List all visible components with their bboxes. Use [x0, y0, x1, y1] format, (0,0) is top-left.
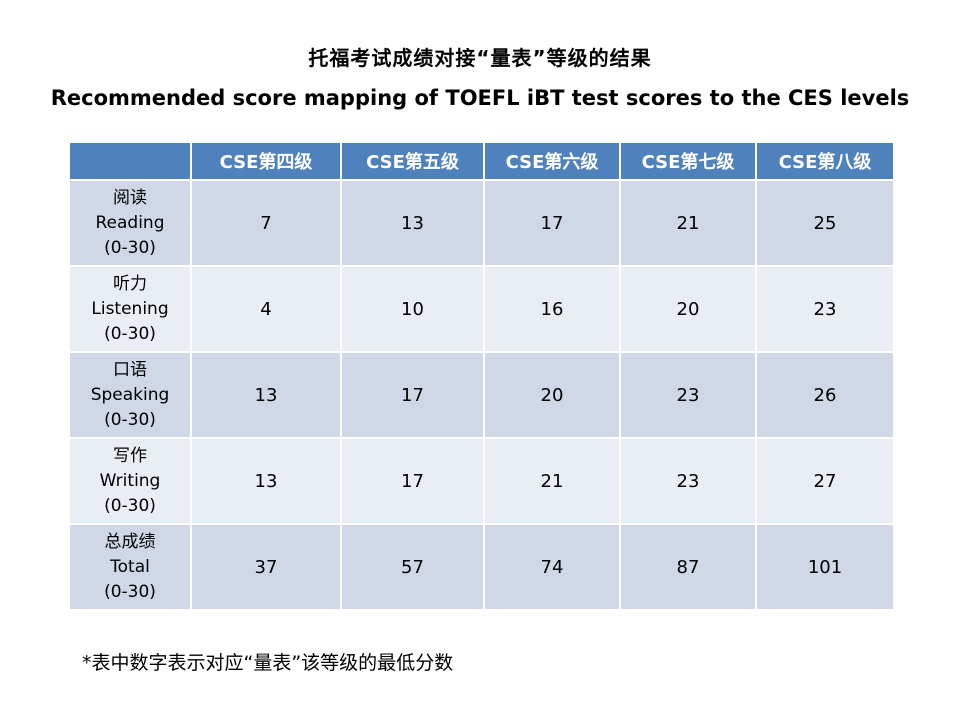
row-label-range: (0-30) — [104, 581, 156, 602]
score-cell: 10 — [340, 265, 485, 353]
row-label-range: (0-30) — [104, 495, 156, 516]
row-label-range: (0-30) — [104, 237, 156, 258]
header-cse-level-8: CSE第八级 — [755, 141, 895, 181]
score-cell: 27 — [755, 437, 895, 525]
score-cell: 17 — [483, 179, 621, 267]
header-cse-level-4: CSE第四级 — [190, 141, 342, 181]
table-row-total: 总成绩 Total (0-30) 37 57 74 87 101 — [68, 523, 895, 611]
score-cell: 13 — [340, 179, 485, 267]
row-label-cell: 阅读 Reading (0-30) — [68, 179, 192, 267]
score-cell: 17 — [340, 351, 485, 439]
score-cell: 20 — [619, 265, 757, 353]
score-cell: 17 — [340, 437, 485, 525]
table-row-reading: 阅读 Reading (0-30) 7 13 17 21 25 — [68, 179, 895, 267]
score-cell: 7 — [190, 179, 342, 267]
score-cell: 23 — [755, 265, 895, 353]
score-cell: 21 — [483, 437, 621, 525]
row-label-english: Listening — [91, 298, 169, 319]
table-row-listening: 听力 Listening (0-30) 4 10 16 20 23 — [68, 265, 895, 353]
row-label-range: (0-30) — [104, 409, 156, 430]
score-cell: 4 — [190, 265, 342, 353]
footnote: *表中数字表示对应“量表”该等级的最低分数 — [82, 652, 454, 674]
score-cell: 13 — [190, 437, 342, 525]
row-label-chinese: 听力 — [113, 273, 147, 294]
row-label-chinese: 写作 — [113, 445, 147, 466]
row-label-english: Writing — [99, 470, 161, 491]
score-cell: 74 — [483, 523, 621, 611]
table-header-row: CSE第四级 CSE第五级 CSE第六级 CSE第七级 CSE第八级 — [68, 141, 895, 181]
score-cell: 16 — [483, 265, 621, 353]
row-label-cell: 听力 Listening (0-30) — [68, 265, 192, 353]
row-label-english: Reading — [95, 212, 165, 233]
score-cell: 21 — [619, 179, 757, 267]
score-cell: 25 — [755, 179, 895, 267]
score-mapping-table: CSE第四级 CSE第五级 CSE第六级 CSE第七级 CSE第八级 阅读 Re… — [68, 141, 895, 611]
page-title-english: Recommended score mapping of TOEFL iBT t… — [50, 86, 910, 110]
row-label-chinese: 总成绩 — [104, 531, 156, 552]
row-label-cell: 总成绩 Total (0-30) — [68, 523, 192, 611]
row-label-chinese: 阅读 — [113, 187, 147, 208]
score-cell: 20 — [483, 351, 621, 439]
score-cell: 23 — [619, 351, 757, 439]
score-cell: 23 — [619, 437, 757, 525]
row-label-english: Total — [110, 556, 150, 577]
page-title-chinese: 托福考试成绩对接“量表”等级的结果 — [308, 46, 652, 70]
table-row-speaking: 口语 Speaking (0-30) 13 17 20 23 26 — [68, 351, 895, 439]
row-label-cell: 写作 Writing (0-30) — [68, 437, 192, 525]
header-corner-cell — [68, 141, 192, 181]
header-cse-level-6: CSE第六级 — [483, 141, 621, 181]
score-cell: 37 — [190, 523, 342, 611]
score-cell: 101 — [755, 523, 895, 611]
score-cell: 13 — [190, 351, 342, 439]
header-cse-level-5: CSE第五级 — [340, 141, 485, 181]
row-label-range: (0-30) — [104, 323, 156, 344]
table-row-writing: 写作 Writing (0-30) 13 17 21 23 27 — [68, 437, 895, 525]
score-cell: 87 — [619, 523, 757, 611]
row-label-chinese: 口语 — [113, 359, 147, 380]
row-label-english: Speaking — [90, 384, 170, 405]
score-cell: 26 — [755, 351, 895, 439]
row-label-cell: 口语 Speaking (0-30) — [68, 351, 192, 439]
score-cell: 57 — [340, 523, 485, 611]
header-cse-level-7: CSE第七级 — [619, 141, 757, 181]
